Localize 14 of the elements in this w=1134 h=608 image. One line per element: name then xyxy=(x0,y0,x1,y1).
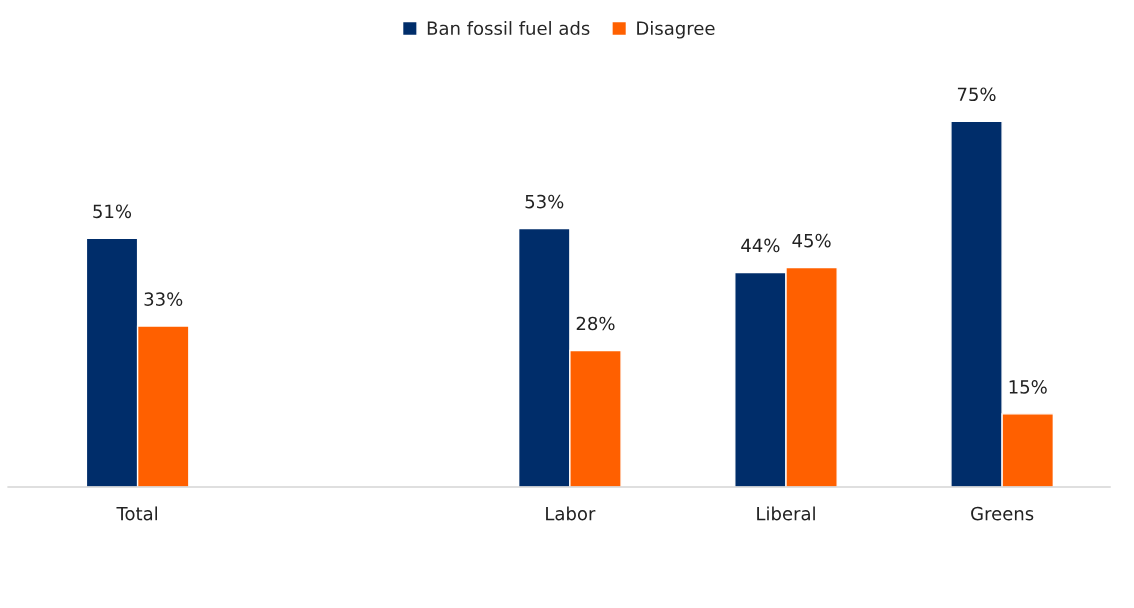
data-label: 45% xyxy=(792,233,831,248)
data-label: 15% xyxy=(1009,380,1047,394)
data-label: 51% xyxy=(93,204,132,219)
data-label: 33% xyxy=(144,292,183,306)
data-label: 75% xyxy=(957,87,996,102)
data-label: 53% xyxy=(525,194,564,209)
legend-label: Ban fossil fuel ads xyxy=(427,21,590,36)
legend-label: Disagree xyxy=(637,21,715,39)
x-tick-label: Greens xyxy=(971,506,1034,521)
data-label: 44% xyxy=(741,238,780,253)
data-label: 28% xyxy=(576,316,615,331)
x-tick-label: Liberal xyxy=(757,506,815,521)
x-tick-label: Total xyxy=(116,506,157,521)
x-tick-label: Labor xyxy=(546,506,596,521)
